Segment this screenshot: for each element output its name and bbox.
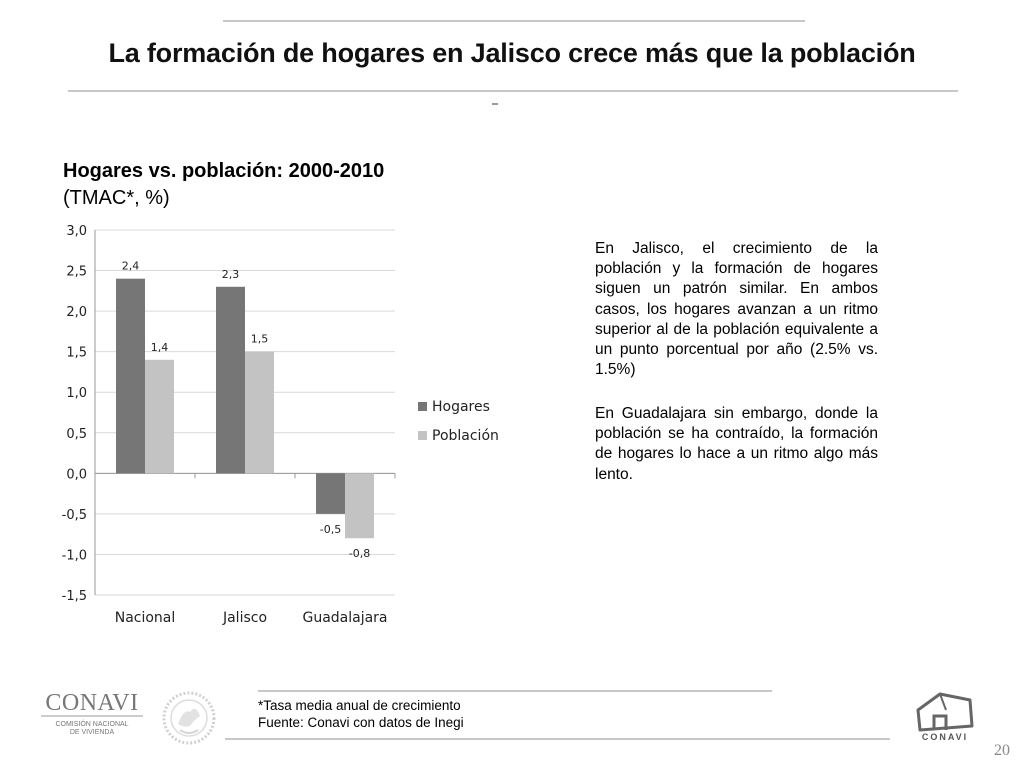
data-label: 2,3 (222, 268, 240, 281)
page-number: 20 (994, 742, 1010, 759)
paragraph-jalisco: En Jalisco, el crecimiento de la poblaci… (595, 240, 878, 379)
data-label: 1,4 (151, 341, 169, 354)
footnote-tmac: *Tasa media anual de crecimiento (258, 698, 461, 713)
footnote-source: Fuente: Conavi con datos de Inegi (258, 714, 464, 730)
bar-hogares-jalisco (216, 286, 245, 474)
title-dash (492, 103, 498, 105)
conavi-logo: CONAVI COMISIÓN NACIONAL DE VIVIENDA (41, 690, 143, 736)
y-tick-label: 0,5 (66, 427, 87, 442)
title-underline (68, 90, 958, 92)
y-tick-label: 0,0 (66, 467, 87, 482)
footnotes: *Tasa media anual de crecimiento Fuente:… (258, 698, 464, 731)
conavi-logo-sub1: COMISIÓN NACIONAL (55, 719, 128, 728)
legend-swatch-hogares (418, 402, 427, 411)
y-tick-label: 2,5 (66, 265, 87, 280)
data-label: 1,5 (251, 333, 269, 346)
slide-title: La formación de hogares en Jalisco crece… (108, 38, 916, 68)
x-category-label: Guadalajara (302, 610, 387, 626)
bar-hogares-nacional (116, 278, 145, 474)
data-label: 2,4 (122, 260, 140, 273)
footer-bottom-rule (225, 738, 890, 740)
y-tick-label: 3,0 (66, 224, 87, 239)
bar-población-jalisco (245, 351, 274, 474)
x-category-label: Jalisco (222, 610, 267, 626)
chart-subtitle: (TMAC*, %) (63, 187, 170, 209)
government-seal-icon (162, 691, 216, 745)
legend-label-población: Población (432, 428, 499, 444)
y-tick-label: -0,5 (62, 508, 87, 523)
y-tick-label: 2,0 (66, 305, 87, 320)
y-tick-label: 1,0 (66, 386, 87, 401)
bar-chart: 3,0 2,5 2,0 1,5 1,0 0,5 0,0 -0,5 -1,0 -1,5 Naciona… (62, 224, 499, 626)
bar-población-guadalajara (345, 473, 374, 539)
house-logo-icon: CONAVI (916, 692, 974, 742)
bar-población-nacional (145, 359, 174, 474)
legend-label-hogares: Hogares (432, 399, 490, 415)
y-tick-label: -1,0 (62, 548, 87, 563)
paragraph-guadalajara: En Guadalajara sin embargo, donde la pob… (595, 405, 878, 483)
bar-hogares-guadalajara (316, 473, 345, 514)
legend-swatch-población (418, 431, 427, 440)
conavi-logo-name: CONAVI (45, 690, 138, 716)
data-label: -0,5 (320, 523, 341, 536)
house-logo-caption: CONAVI (922, 732, 968, 742)
data-label: -0,8 (349, 547, 370, 560)
chart-title: Hogares vs. población: 2000-2010 (63, 160, 385, 182)
y-tick-label: -1,5 (62, 589, 87, 604)
conavi-logo-sub2: DE VIVIENDA (70, 729, 115, 736)
y-tick-label: 1,5 (66, 346, 87, 361)
footer-top-rule (258, 690, 772, 692)
top-rule (223, 20, 805, 22)
x-category-label: Nacional (115, 610, 176, 626)
